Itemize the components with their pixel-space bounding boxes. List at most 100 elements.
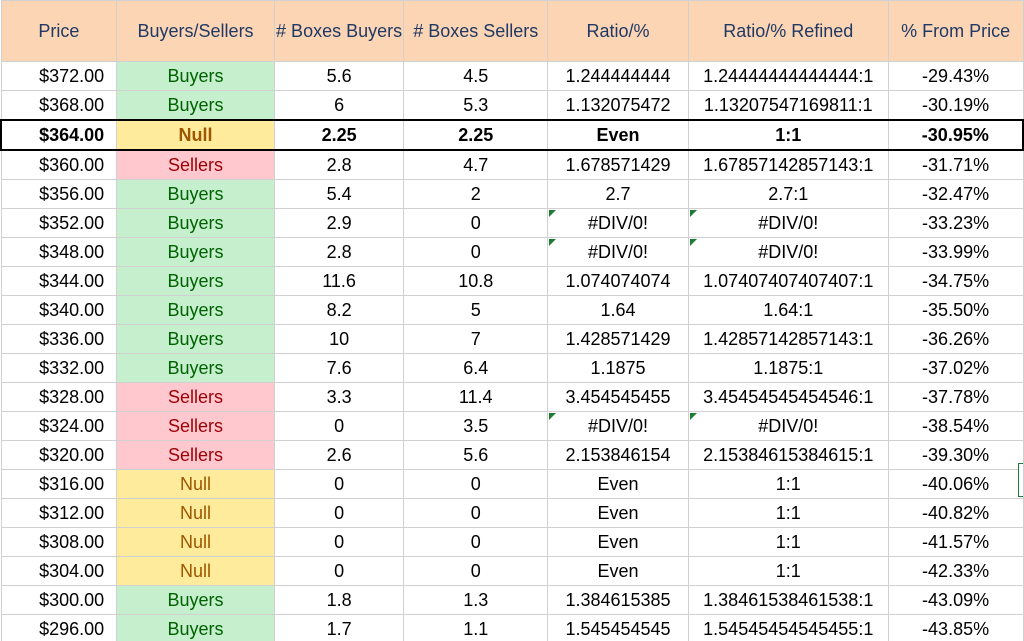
ratio-refined-cell[interactable]: 1.24444444444444:1	[687, 61, 889, 91]
boxes-sellers-cell[interactable]: 0	[403, 469, 549, 499]
boxes-buyers-cell[interactable]: 5.4	[273, 179, 405, 209]
side-cell[interactable]: Sellers	[116, 149, 275, 180]
boxes-buyers-cell[interactable]: 8.2	[273, 295, 405, 325]
ratio-cell[interactable]: Even	[547, 119, 689, 151]
boxes-buyers-cell[interactable]: 7.6	[273, 353, 405, 383]
from-price-cell[interactable]: -40.06%	[887, 469, 1024, 499]
ratio-cell[interactable]: 1.1875	[547, 353, 689, 383]
header-ratio[interactable]: Ratio/%	[547, 0, 689, 62]
ratio-refined-cell[interactable]: 1:1	[687, 527, 889, 557]
side-cell[interactable]: Buyers	[116, 614, 275, 641]
price-cell[interactable]: $296.00	[0, 614, 118, 641]
price-cell[interactable]: $316.00	[0, 469, 118, 499]
boxes-sellers-cell[interactable]: 11.4	[403, 382, 549, 412]
side-cell[interactable]: Sellers	[116, 382, 275, 412]
ratio-refined-cell[interactable]: 1.1875:1	[687, 353, 889, 383]
side-cell[interactable]: Null	[116, 527, 275, 557]
boxes-sellers-cell[interactable]: 10.8	[403, 266, 549, 296]
boxes-sellers-cell[interactable]: 4.7	[403, 149, 549, 180]
boxes-sellers-cell[interactable]: 0	[403, 237, 549, 267]
from-price-cell[interactable]: -43.09%	[887, 585, 1024, 615]
side-cell[interactable]: Sellers	[116, 411, 275, 441]
from-price-cell[interactable]: -37.78%	[887, 382, 1024, 412]
boxes-buyers-cell[interactable]: 0	[273, 411, 405, 441]
boxes-sellers-cell[interactable]: 2.25	[403, 119, 549, 151]
boxes-buyers-cell[interactable]: 5.6	[273, 61, 405, 91]
side-cell[interactable]: Null	[116, 119, 275, 151]
ratio-refined-cell[interactable]: 2.15384615384615:1	[687, 440, 889, 470]
from-price-cell[interactable]: -41.57%	[887, 527, 1024, 557]
boxes-buyers-cell[interactable]: 6	[273, 90, 405, 121]
ratio-cell[interactable]: 1.64	[547, 295, 689, 325]
price-cell[interactable]: $360.00	[0, 149, 118, 180]
boxes-sellers-cell[interactable]: 2	[403, 179, 549, 209]
boxes-buyers-cell[interactable]: 3.3	[273, 382, 405, 412]
boxes-sellers-cell[interactable]: 5.6	[403, 440, 549, 470]
boxes-sellers-cell[interactable]: 3.5	[403, 411, 549, 441]
ratio-refined-cell[interactable]: #DIV/0!	[687, 208, 889, 238]
from-price-cell[interactable]: -43.85%	[887, 614, 1024, 641]
from-price-cell[interactable]: -33.23%	[887, 208, 1024, 238]
ratio-refined-cell[interactable]: 1.67857142857143:1	[687, 149, 889, 180]
side-cell[interactable]: Buyers	[116, 324, 275, 354]
from-price-cell[interactable]: -34.75%	[887, 266, 1024, 296]
error-indicator-icon[interactable]	[689, 239, 697, 246]
header-buyers-sellers[interactable]: Buyers/Sellers	[116, 0, 275, 62]
ratio-cell[interactable]: 1.545454545	[547, 614, 689, 641]
ratio-cell[interactable]: Even	[547, 498, 689, 528]
from-price-cell[interactable]: -30.95%	[887, 119, 1024, 151]
side-cell[interactable]: Buyers	[116, 208, 275, 238]
boxes-sellers-cell[interactable]: 5.3	[403, 90, 549, 121]
header-from-price[interactable]: % From Price	[887, 0, 1024, 62]
side-cell[interactable]: Null	[116, 498, 275, 528]
price-cell[interactable]: $336.00	[0, 324, 118, 354]
ratio-refined-cell[interactable]: 1:1	[687, 469, 889, 499]
ratio-cell[interactable]: Even	[547, 556, 689, 586]
ratio-cell[interactable]: 1.074074074	[547, 266, 689, 296]
side-cell[interactable]: Buyers	[116, 266, 275, 296]
boxes-buyers-cell[interactable]: 2.6	[273, 440, 405, 470]
header-boxes-sellers[interactable]: # Boxes Sellers	[403, 0, 549, 62]
ratio-cell[interactable]: Even	[547, 469, 689, 499]
price-cell[interactable]: $368.00	[0, 90, 118, 121]
header-boxes-buyers[interactable]: # Boxes Buyers	[273, 0, 405, 62]
from-price-cell[interactable]: -38.54%	[887, 411, 1024, 441]
boxes-buyers-cell[interactable]: 2.9	[273, 208, 405, 238]
ratio-cell[interactable]: #DIV/0!	[547, 237, 689, 267]
boxes-buyers-cell[interactable]: 0	[273, 556, 405, 586]
ratio-refined-cell[interactable]: 2.7:1	[687, 179, 889, 209]
boxes-sellers-cell[interactable]: 7	[403, 324, 549, 354]
boxes-buyers-cell[interactable]: 10	[273, 324, 405, 354]
ratio-refined-cell[interactable]: #DIV/0!	[687, 411, 889, 441]
error-indicator-icon[interactable]	[549, 413, 557, 420]
price-cell[interactable]: $300.00	[0, 585, 118, 615]
ratio-cell[interactable]: #DIV/0!	[547, 208, 689, 238]
from-price-cell[interactable]: -36.26%	[887, 324, 1024, 354]
boxes-sellers-cell[interactable]: 0	[403, 208, 549, 238]
ratio-refined-cell[interactable]: 1.07407407407407:1	[687, 266, 889, 296]
price-cell[interactable]: $328.00	[0, 382, 118, 412]
price-cell[interactable]: $364.00	[0, 119, 118, 151]
ratio-cell[interactable]: Even	[547, 527, 689, 557]
price-cell[interactable]: $304.00	[0, 556, 118, 586]
boxes-sellers-cell[interactable]: 0	[403, 498, 549, 528]
boxes-buyers-cell[interactable]: 2.8	[273, 237, 405, 267]
ratio-cell[interactable]: 1.428571429	[547, 324, 689, 354]
price-cell[interactable]: $352.00	[0, 208, 118, 238]
ratio-refined-cell[interactable]: 1.64:1	[687, 295, 889, 325]
ratio-cell[interactable]: #DIV/0!	[547, 411, 689, 441]
ratio-cell[interactable]: 1.678571429	[547, 149, 689, 180]
ratio-cell[interactable]: 1.384615385	[547, 585, 689, 615]
boxes-sellers-cell[interactable]: 0	[403, 527, 549, 557]
side-cell[interactable]: Buyers	[116, 585, 275, 615]
from-price-cell[interactable]: -37.02%	[887, 353, 1024, 383]
price-cell[interactable]: $344.00	[0, 266, 118, 296]
from-price-cell[interactable]: -29.43%	[887, 61, 1024, 91]
side-cell[interactable]: Buyers	[116, 295, 275, 325]
price-cell[interactable]: $320.00	[0, 440, 118, 470]
price-cell[interactable]: $324.00	[0, 411, 118, 441]
price-cell[interactable]: $372.00	[0, 61, 118, 91]
boxes-buyers-cell[interactable]: 11.6	[273, 266, 405, 296]
ratio-refined-cell[interactable]: 1:1	[687, 119, 889, 151]
ratio-refined-cell[interactable]: 1:1	[687, 556, 889, 586]
